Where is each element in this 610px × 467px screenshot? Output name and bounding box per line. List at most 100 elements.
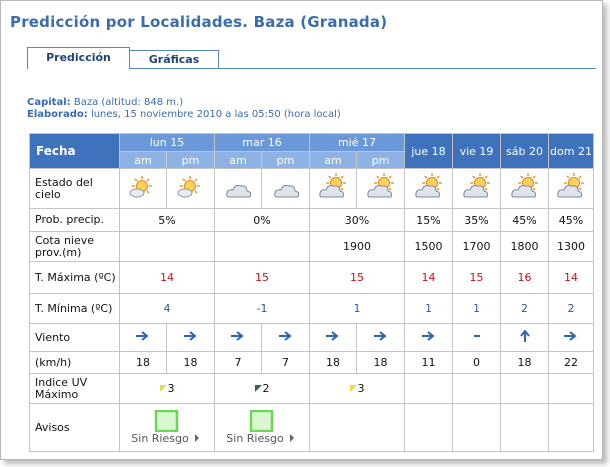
row: Viento [29, 323, 594, 352]
cloud [557, 185, 583, 198]
wind-cell [404, 323, 453, 352]
icon [136, 331, 149, 341]
day: mar 16 [214, 133, 310, 152]
cell: -1 [214, 293, 310, 324]
icon [278, 331, 292, 341]
wind-arrow [326, 331, 339, 341]
cell [548, 403, 594, 452]
cell [404, 373, 453, 404]
day: mié 17 [309, 133, 405, 152]
warning-text: Sin Riesgo [131, 432, 189, 445]
day: vie 19 [452, 133, 501, 169]
icon [129, 176, 152, 198]
cell: 18 [309, 351, 357, 374]
wind-arrow [231, 331, 244, 341]
sun-ray [435, 175, 440, 179]
cell: 4 [119, 293, 215, 324]
uv-value: 3 [357, 382, 365, 395]
cell: 45% [500, 208, 549, 232]
uv-value: 3 [167, 382, 175, 395]
cell: 3 [119, 373, 215, 404]
icon [326, 331, 339, 341]
cell [500, 403, 549, 452]
sun-ray [340, 175, 344, 179]
row: Estado del cielo [29, 168, 594, 209]
cell: 2 [214, 373, 310, 404]
cloud [319, 185, 345, 198]
cloud [273, 185, 299, 198]
cell: 11 [404, 351, 453, 374]
icon [231, 331, 244, 341]
elaborado-line: Elaborado: lunes, 15 noviembre 2010 a la… [27, 109, 341, 121]
icon [414, 173, 442, 198]
cell: 14 [404, 261, 453, 294]
cell [452, 403, 501, 452]
icon [421, 331, 435, 341]
cell [214, 231, 310, 262]
cell: 18 [356, 351, 405, 374]
icon [154, 410, 179, 432]
tab[interactable]: Gráficas [129, 50, 219, 68]
period: pm [356, 151, 405, 169]
cloud [462, 185, 488, 198]
warning-text: Sin Riesgo [226, 432, 284, 445]
period: am [214, 151, 262, 169]
wind-arrow [278, 331, 292, 341]
sun-ray [435, 187, 440, 191]
value: lunes, 15 noviembre 2010 a las 05:50 (ho… [90, 109, 341, 120]
cloud [366, 185, 392, 198]
period: pm [166, 151, 215, 169]
sky-cell [500, 168, 549, 209]
cell: 15% [404, 208, 453, 232]
cell: 7 [214, 351, 262, 374]
icon [462, 173, 490, 198]
cloud [129, 188, 145, 198]
icon [159, 385, 167, 392]
page-title: Predicción por Localidades. Baza (Granad… [10, 13, 388, 31]
cloud [510, 185, 536, 198]
row-label: Estado del cielo [29, 168, 120, 209]
icon [254, 385, 262, 392]
cell: 1500 [404, 231, 453, 262]
day: sáb 20 [500, 133, 549, 169]
sun-ray [566, 175, 570, 179]
cell: 15 [452, 261, 501, 294]
icon [349, 385, 357, 392]
sun-ray [531, 187, 536, 191]
wind-cell [500, 323, 549, 352]
sun-ray [578, 187, 582, 191]
wind-cell [166, 323, 215, 352]
wind-cell [119, 323, 167, 352]
icon [557, 173, 584, 198]
day: jue 18 [404, 133, 453, 169]
row-label: Viento [29, 323, 120, 352]
sun-ray [340, 187, 344, 191]
cloud [177, 188, 192, 198]
row-label: T. Mínima (ºC) [29, 293, 120, 324]
header-row: Fecha lun 15 mar 16 mié 17 jue 18 vie 19 sáb 2… [29, 133, 594, 169]
wind-cell [261, 323, 310, 352]
sky-cell [404, 168, 453, 209]
sun-ray [146, 190, 150, 194]
wind-arrow [519, 329, 530, 342]
sun-ray [375, 175, 380, 179]
icon [273, 185, 299, 198]
warning-line: Sin Riesgo [216, 432, 309, 445]
tab[interactable]: Predicción [27, 47, 130, 69]
sun-ray [483, 175, 488, 179]
wind-arrow [136, 331, 149, 341]
tab-bar: Predicción Gráficas [27, 47, 596, 69]
cell: 5% [119, 208, 215, 232]
cell: 1300 [548, 231, 594, 262]
icon [564, 331, 577, 341]
period: am [309, 151, 357, 169]
sun-ray [146, 178, 150, 182]
sun-ray [134, 178, 138, 182]
label: Capital: [27, 97, 71, 108]
cloud [414, 185, 440, 198]
icon [473, 335, 480, 337]
cell: 22 [548, 351, 594, 374]
cell [548, 373, 594, 404]
cell: 2 [500, 293, 549, 324]
cell: 30% [309, 208, 405, 232]
